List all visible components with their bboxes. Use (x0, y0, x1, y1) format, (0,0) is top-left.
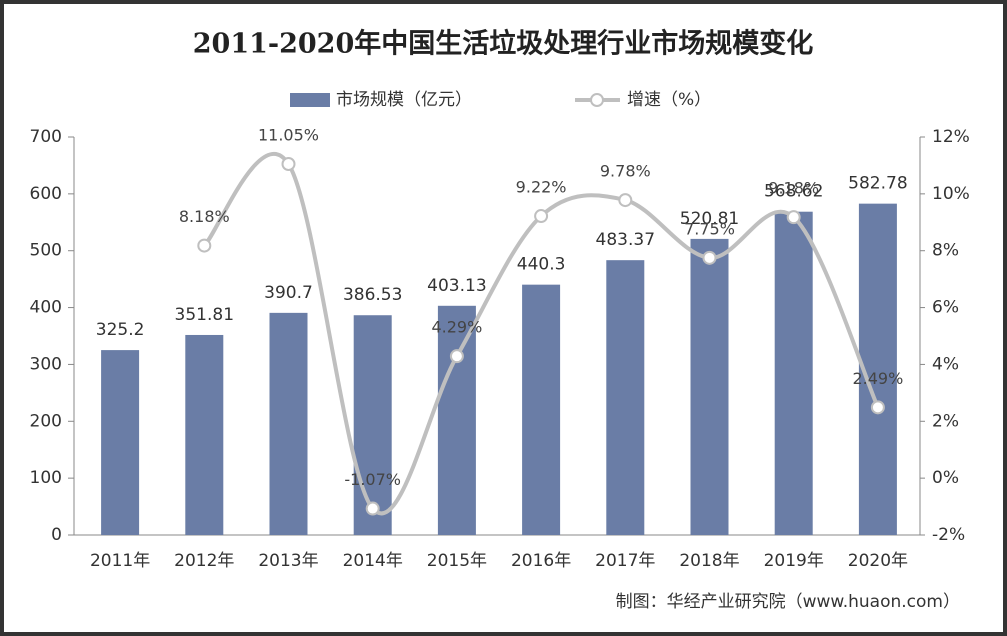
bar (774, 211, 813, 535)
y2-tick-label: 6% (932, 298, 959, 318)
line-label: 11.05% (258, 126, 319, 145)
legend-label: 增速（%） (627, 90, 711, 110)
x-tick-label: 2013年 (258, 551, 318, 571)
line (202, 152, 880, 516)
bar-label: 351.81 (175, 305, 234, 325)
y2-tick-label: 0% (932, 468, 959, 488)
bar-label: 440.3 (517, 255, 566, 275)
line-marker (618, 193, 633, 208)
bar-label: 568.62 (764, 182, 823, 202)
bar-label: 403.13 (427, 276, 486, 296)
bar-label: 390.7 (264, 283, 313, 303)
line-label: -1.07% (344, 470, 401, 489)
y-tick-label: 300 (30, 354, 62, 374)
y2-tick-label: -2% (932, 525, 965, 545)
line-marker (786, 210, 801, 225)
bar (269, 312, 308, 535)
bar-label: 483.37 (596, 230, 655, 250)
line-label: 2.49% (852, 369, 903, 388)
y2-tick-label: 8% (932, 241, 959, 261)
line-marker (870, 400, 885, 415)
x-tick-label: 2011年 (90, 551, 150, 571)
x-tick-label: 2017年 (595, 551, 655, 571)
bar (606, 260, 645, 535)
y2-tick-label: 12% (932, 127, 970, 147)
line-marker (702, 250, 717, 265)
legend-swatch (290, 93, 330, 107)
bar-label: 386.53 (343, 285, 402, 305)
x-tick-label: 2015年 (427, 551, 487, 571)
x-tick-label: 2020年 (848, 551, 908, 571)
bar-label: 325.2 (96, 320, 145, 340)
line-marker (365, 501, 380, 516)
y-tick-label: 700 (30, 127, 62, 147)
y2-tick-label: 4% (932, 354, 959, 374)
y-tick-label: 0 (51, 525, 62, 545)
source: 制图：华经产业研究院（www.huaon.com） (616, 592, 960, 612)
x-tick-label: 2016年 (511, 551, 571, 571)
bar (101, 350, 140, 535)
bar-label: 520.81 (680, 209, 739, 229)
bar (437, 305, 476, 535)
bar (522, 284, 561, 535)
y2-tick-label: 10% (932, 184, 970, 204)
y-tick-label: 400 (30, 298, 62, 318)
y-tick-label: 200 (30, 411, 62, 431)
y2-tick-label: 2% (932, 411, 959, 431)
legend-marker (590, 93, 604, 107)
x-tick-label: 2019年 (764, 551, 824, 571)
x-tick-label: 2014年 (343, 551, 403, 571)
line-label: 7.75% (684, 219, 735, 238)
line-marker (281, 157, 296, 172)
bar-label: 582.78 (848, 174, 907, 194)
legend-label: 市场规模（亿元） (336, 90, 472, 110)
line-marker (197, 238, 212, 253)
line-marker (449, 349, 464, 364)
bar (353, 315, 392, 535)
line-label: 9.18% (768, 179, 819, 198)
y-tick-label: 500 (30, 241, 62, 261)
x-tick-label: 2012年 (174, 551, 234, 571)
y-tick-label: 100 (30, 468, 62, 488)
line-label: 8.18% (179, 207, 230, 226)
chart-title: 2011-2020年中国生活垃圾处理行业市场规模变化 (193, 28, 814, 60)
bar (185, 334, 224, 535)
x-tick-label: 2018年 (679, 551, 739, 571)
y-tick-label: 600 (30, 184, 62, 204)
bar (690, 238, 729, 535)
line-label: 9.78% (600, 162, 651, 181)
line-label: 9.22% (516, 178, 567, 197)
line-marker (534, 209, 549, 224)
line-label: 4.29% (431, 318, 482, 337)
